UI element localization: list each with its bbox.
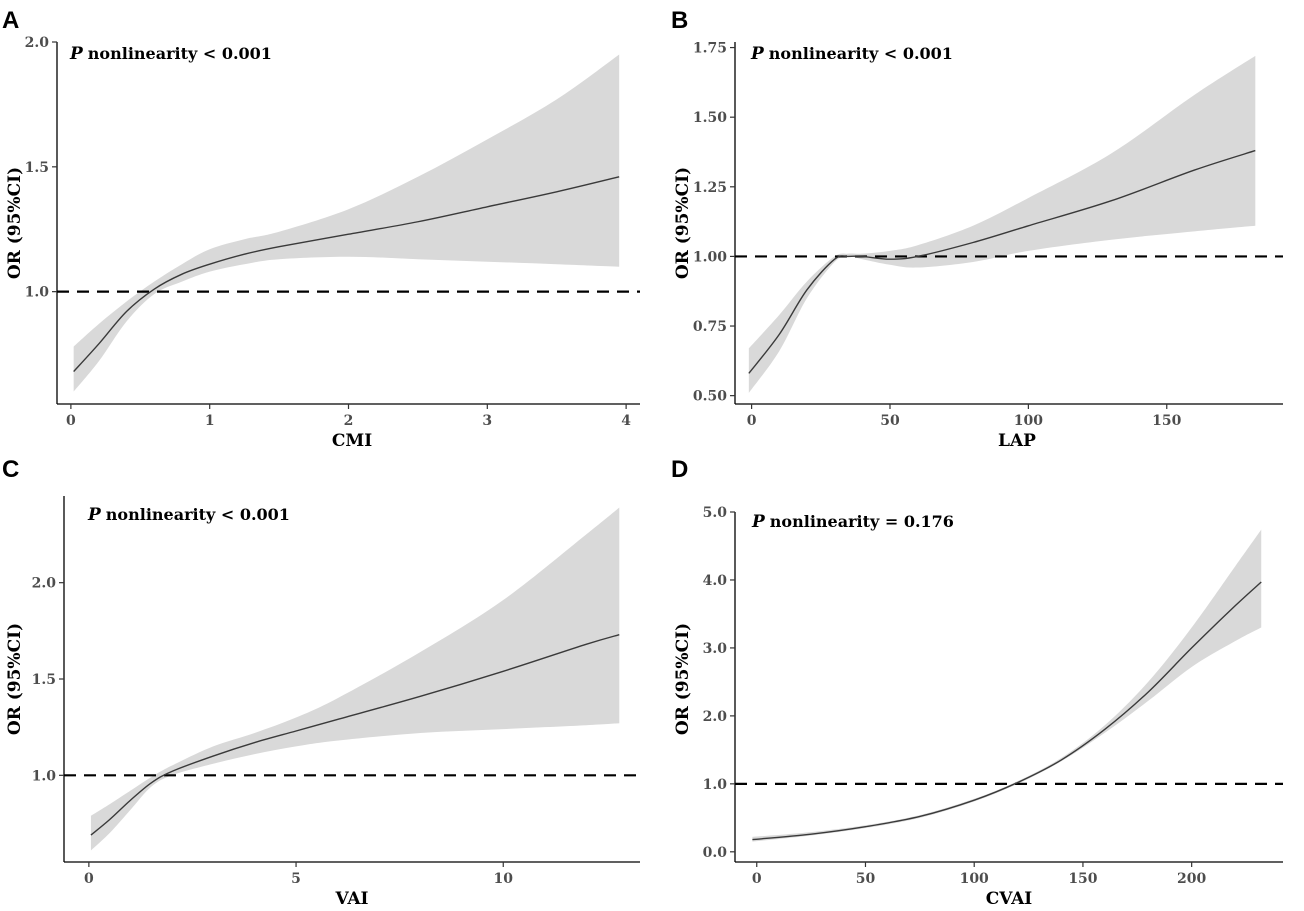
panel-c-x-tick-label: 10 [494,871,514,887]
panel-d-y-tick-label: 5.0 [703,505,728,521]
panel-c-letter: C [2,456,19,483]
panel-d-x-tick-label: 100 [960,871,989,887]
panel-d-x-tick-label: 0 [752,871,762,887]
panel-c-y-axis-title: OR (95%CI) [5,623,25,735]
panel-a-y-axis-title: OR (95%CI) [5,167,25,279]
panel-b-x-tick-label: 0 [747,413,757,429]
panel-b-y-tick-label: 1.25 [693,180,727,196]
panel-c-x-axis-title: VAI [334,889,368,909]
panel-a-x-axis-title: CMI [332,431,372,451]
panel-a: 0 1 2 3 4 1.0 1.5 2.0 CMI OR (95%CI) P nonlinearity… [2,7,640,451]
panel-b-y-tick-label: 0.50 [693,389,727,405]
panel-b-y-tick-label: 1.50 [693,110,727,126]
panel-b-y-tick-label: 0.75 [693,319,727,335]
panel-a-p-symbol: P [69,44,84,64]
panel-d-y-tick-label: 3.0 [703,641,728,657]
panel-c-p-symbol: P [87,505,102,525]
panel-d-x-tick-label: 200 [1177,871,1206,887]
panel-d-y-axis-title: OR (95%CI) [673,623,693,735]
panel-a-x-tick-label: 1 [205,413,215,429]
panel-c-ci-band [90,507,620,851]
panel-c-x-tick-label: 0 [84,871,94,887]
panel-a-x-tick-label: 4 [621,413,631,429]
panel-a-p-text: nonlinearity < 0.001 [88,44,272,63]
panel-c-y-tick-label: 1.5 [32,672,56,688]
panel-d-x-tick-label: 150 [1068,871,1097,887]
panel-d-x-axis-title: CVAI [986,889,1033,909]
panel-c-x-tick-label: 5 [291,871,301,887]
panel-b-y-tick-label: 1.75 [693,41,727,57]
panel-d-y-tick-label: 1.0 [703,777,728,793]
panel-b-letter: B [671,7,688,34]
panel-c-p-text: nonlinearity < 0.001 [106,505,290,524]
panel-d-letter: D [671,456,688,483]
panel-d-y-tick-label: 2.0 [703,709,728,725]
panel-d-or-curve [752,581,1262,841]
panel-c-or-curve [90,634,620,836]
panel-b-y-axis-title: OR (95%CI) [673,167,693,279]
panel-b-or-curve [748,149,1256,374]
panel-d-x-tick-label: 50 [856,871,876,887]
panel-b-x-tick-label: 50 [880,413,900,429]
panel-a-letter: A [2,7,19,34]
panel-a-y-tick-label: 1.0 [25,285,50,301]
panel-b: 0 50 100 150 0.50 0.75 1.00 1.25 1.50 1.75 LAP OR (… [671,7,1283,451]
panel-a-ci-band [73,54,620,392]
panel-d: 0 50 100 150 200 0.0 1.0 2.0 3.0 4.0 5.0 CVAI OR (95… [671,456,1283,909]
panel-d-ci-band [752,529,1262,842]
panel-a-y-tick-label: 2.0 [25,35,50,51]
panel-a-or-curve [73,176,620,373]
panel-b-p-text: nonlinearity < 0.001 [769,44,953,63]
panel-b-x-axis-title: LAP [998,431,1036,451]
panel-a-x-tick-label: 0 [66,413,76,429]
panel-b-x-tick-label: 150 [1152,413,1181,429]
panel-d-p-symbol: P [751,512,766,532]
panel-d-y-tick-label: 0.0 [703,845,728,861]
panel-a-y-tick-label: 1.5 [25,160,49,176]
panel-b-y-tick-label: 1.00 [693,249,727,265]
panel-d-p-text: nonlinearity = 0.176 [770,512,954,531]
panel-b-ci-band [748,55,1256,393]
panel-a-x-tick-label: 2 [344,413,354,429]
panel-d-y-tick-label: 4.0 [703,573,728,589]
panel-c: 0 5 10 1.0 1.5 2.0 VAI OR (95%CI) P nonlinearity … [2,456,640,909]
panel-b-p-symbol: P [750,44,765,64]
panel-a-x-tick-label: 3 [482,413,492,429]
panel-c-y-tick-label: 2.0 [32,576,57,592]
panel-b-x-tick-label: 100 [1014,413,1043,429]
panel-c-y-tick-label: 1.0 [32,768,57,784]
